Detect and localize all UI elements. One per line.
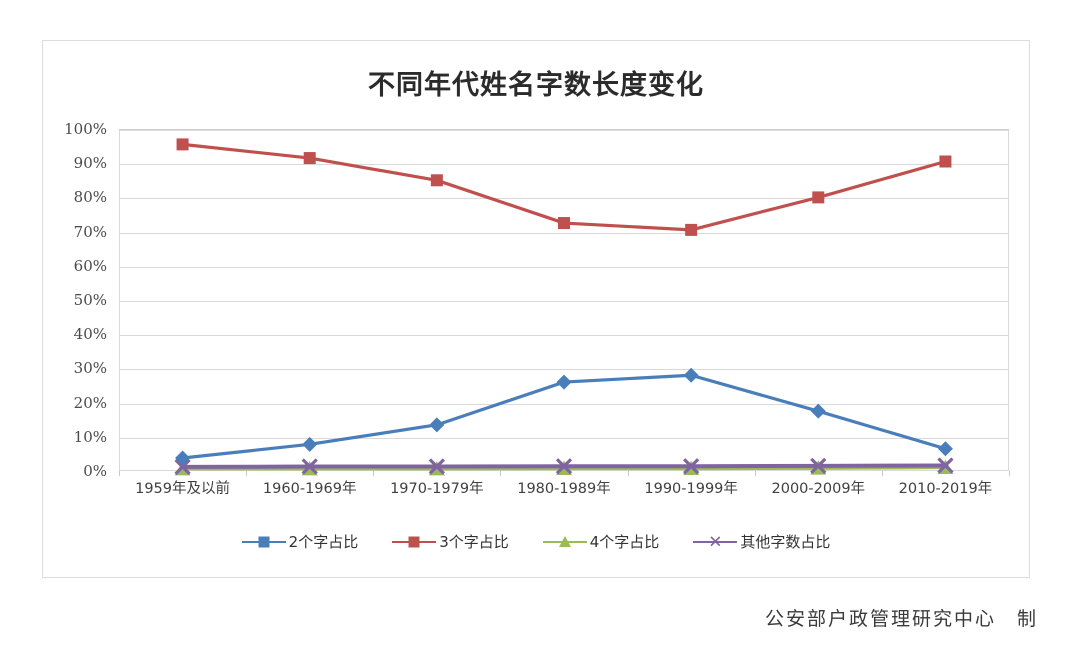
series-1	[175, 367, 953, 466]
x-axis-tick-label: 1960-1969年	[262, 481, 357, 497]
y-axis-tick-label: 70%	[73, 222, 107, 241]
legend-item-2[interactable]: 3个字占比	[392, 531, 509, 552]
data-point-marker	[812, 191, 825, 204]
gridline	[120, 437, 1008, 439]
data-point-marker	[683, 458, 700, 475]
x-axis: 1959年及以前 1960-1969年 1970-1979年 1980-1989年 19…	[119, 471, 1010, 505]
data-point-marker	[685, 223, 698, 236]
legend-label: 其他字数占比	[740, 533, 831, 551]
data-point-marker	[430, 174, 443, 187]
series-2	[176, 138, 952, 236]
legend-label: 4个字占比	[589, 533, 660, 551]
chart-legend: 2个字占比 3个字占比 4个字占比 ✕ 其他字数占比	[43, 531, 1029, 552]
legend-marker-square-icon	[392, 534, 437, 550]
y-axis-tick-label: 50%	[73, 291, 107, 309]
x-axis-tick-mark	[627, 471, 629, 476]
gridline	[120, 403, 1008, 405]
data-point-marker	[302, 436, 318, 452]
x-axis-tick-mark	[500, 471, 502, 476]
data-point-marker	[174, 458, 191, 476]
data-point-marker	[683, 367, 699, 383]
legend-item-1[interactable]: 2个字占比	[241, 531, 359, 552]
data-point-marker	[429, 417, 445, 433]
data-point-marker	[301, 458, 318, 475]
y-axis-tick-label: 80%	[73, 188, 107, 207]
data-point-marker	[303, 152, 316, 165]
gridline	[120, 301, 1008, 302]
data-point-marker	[175, 450, 191, 466]
x-axis-tick-mark	[754, 471, 756, 476]
series-layer	[174, 138, 954, 476]
x-axis-tick-label: 1959年及以前	[135, 481, 231, 497]
data-point-marker	[428, 458, 445, 475]
gridline	[120, 232, 1008, 234]
data-point-marker	[810, 457, 827, 475]
y-axis-tick-label: 0%	[83, 462, 107, 480]
legend-marker-triangle-icon	[542, 534, 587, 550]
x-axis-tick-label: 2000-2009年	[771, 481, 866, 497]
y-axis-tick-label: 100%	[64, 120, 107, 138]
y-axis-tick-label: 40%	[73, 325, 107, 344]
footer-credit: 公安部户政管理研究中心 制	[764, 608, 1038, 630]
legend-marker-x-icon: ✕	[693, 533, 738, 550]
y-axis-tick-label: 30%	[73, 359, 107, 378]
data-point-marker	[810, 403, 826, 419]
gridline	[120, 130, 1008, 131]
legend-label: 2个字占比	[288, 533, 359, 551]
data-point-marker	[555, 458, 573, 475]
y-axis-tick-label: 60%	[73, 256, 107, 275]
gridline	[120, 198, 1008, 200]
data-point-marker	[939, 155, 952, 168]
x-axis-tick-mark	[373, 471, 375, 476]
gridline	[120, 266, 1008, 268]
y-axis-tick-label: 90%	[73, 154, 107, 173]
x-axis-tick-mark	[1009, 471, 1010, 476]
data-point-marker	[558, 217, 570, 230]
x-axis-tick-label: 1980-1989年	[517, 481, 611, 497]
data-point-marker	[556, 374, 572, 390]
x-axis-tick-mark	[119, 471, 120, 476]
legend-label: 3个字占比	[439, 533, 509, 551]
x-axis-tick-mark	[246, 471, 248, 476]
legend-item-4[interactable]: ✕ 其他字数占比	[693, 531, 830, 552]
y-axis-tick-label: 10%	[73, 427, 107, 446]
x-axis-tick-label: 1970-1979年	[390, 481, 484, 497]
legend-marker-diamond-icon	[241, 534, 286, 550]
plot-region	[119, 129, 1009, 476]
legend-item-3[interactable]: 4个字占比	[542, 531, 660, 552]
data-point-marker	[937, 441, 953, 457]
data-point-marker	[937, 457, 954, 474]
data-point-marker	[176, 138, 189, 151]
series-4	[174, 457, 954, 476]
x-axis-tick-mark	[881, 471, 883, 476]
chart-title: 不同年代姓名字数长度变化	[368, 70, 704, 101]
gridline	[120, 369, 1008, 371]
x-axis-tick-label: 1990-1999年	[644, 481, 738, 497]
gridline	[120, 164, 1008, 166]
gridline	[120, 335, 1008, 337]
chart-container: 不同年代姓名字数长度变化 0% 10% 20% 30% 40% 50% 60% 70% 80% 9…	[42, 40, 1030, 578]
x-axis-tick-label: 2010-2019年	[898, 481, 993, 497]
y-axis-tick-label: 20%	[73, 393, 107, 412]
y-axis: 0% 10% 20% 30% 40% 50% 60% 70% 80% 90% 100%	[43, 120, 111, 480]
